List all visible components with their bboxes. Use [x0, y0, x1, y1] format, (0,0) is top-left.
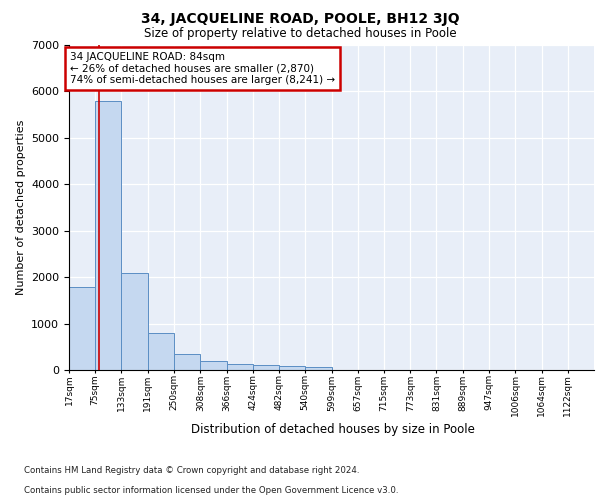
Text: 34 JACQUELINE ROAD: 84sqm
← 26% of detached houses are smaller (2,870)
74% of se: 34 JACQUELINE ROAD: 84sqm ← 26% of detac… [70, 52, 335, 85]
Bar [148, 333, 174, 370]
Text: Contains public sector information licensed under the Open Government Licence v3: Contains public sector information licen… [24, 486, 398, 495]
Text: Size of property relative to detached houses in Poole: Size of property relative to detached ho… [143, 28, 457, 40]
Text: 34, JACQUELINE ROAD, POOLE, BH12 3JQ: 34, JACQUELINE ROAD, POOLE, BH12 3JQ [140, 12, 460, 26]
Y-axis label: Number of detached properties: Number of detached properties [16, 120, 26, 295]
Bar [305, 367, 332, 370]
Bar [69, 288, 95, 370]
Text: Distribution of detached houses by size in Poole: Distribution of detached houses by size … [191, 422, 475, 436]
Bar [279, 366, 305, 370]
Bar [253, 365, 279, 370]
Bar [174, 354, 200, 370]
Bar [121, 274, 148, 370]
Text: Contains HM Land Registry data © Crown copyright and database right 2024.: Contains HM Land Registry data © Crown c… [24, 466, 359, 475]
Bar [95, 100, 121, 370]
Bar [200, 362, 227, 370]
Bar [227, 364, 253, 370]
